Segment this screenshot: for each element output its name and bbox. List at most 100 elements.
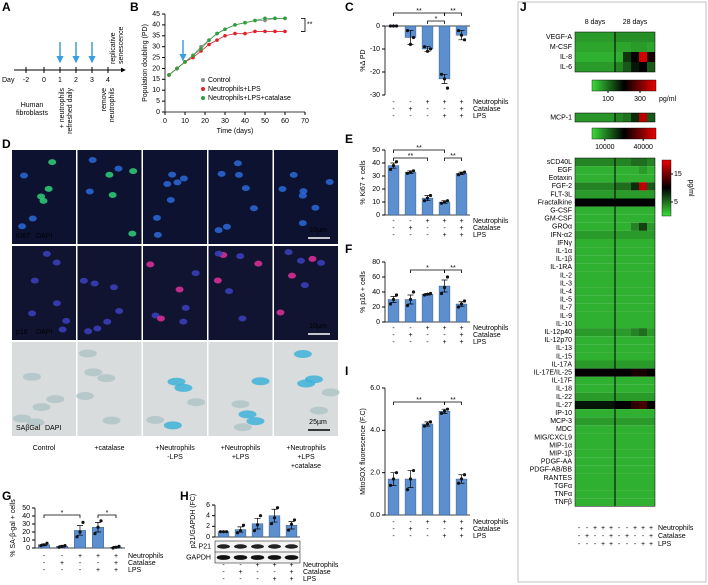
heat-cell [615,214,623,223]
data-point [405,29,410,33]
y-tick-label: 0 [26,545,30,552]
heat-cell [639,417,647,426]
column-group: 8 days [585,19,606,26]
data-point [425,196,430,200]
heat-cell [575,425,583,434]
row-label: sCD40L [547,159,572,166]
heat-cell [599,384,607,393]
heat-cell [639,376,647,385]
heat-cell [647,255,655,264]
y-tick-label: 6 [206,502,210,509]
condition-sign: - [97,560,100,567]
heat-cell [639,247,647,256]
panel-letter: D [2,137,11,151]
condition-sign: + [255,562,259,569]
heat-cell [623,255,631,264]
day-number: 3 [90,77,94,84]
data-point [422,293,427,297]
heat-cell [591,166,599,175]
heat-cell [599,441,607,450]
heat-cell [583,214,591,223]
neutrophils-text: + neutrophils [59,88,66,129]
y-tick-label: 0 [156,109,160,116]
y-axis-label: % Ki67 + cells [360,160,367,205]
heat-cell [623,52,631,62]
heat-cell [591,32,599,42]
heat-cell [607,222,615,231]
heat-cell [575,320,583,329]
cell [238,410,257,419]
heat-cell [615,239,623,248]
data-point [233,23,237,27]
data-point [286,528,291,532]
y-axis-label: p21/GAPDH (FC) [190,494,197,548]
heat-cell [647,457,655,466]
heat-cell [599,174,607,183]
day-label: Day [2,77,15,84]
condition-sign: - [392,113,395,120]
heat-cell [623,287,631,296]
heat-cell [639,344,647,353]
blot-band [250,555,265,560]
heat-cell [647,113,655,122]
condition-sign: - [239,576,242,583]
heat-cell [623,206,631,215]
data-point [93,532,97,536]
data-point [233,31,237,36]
bar [438,411,451,516]
data-point [388,302,393,306]
data-point [439,72,444,76]
heat-cell [615,384,623,393]
cell [44,185,53,192]
heat-cell [599,279,607,288]
cell [217,170,226,177]
heat-cell [615,401,623,410]
heat-cell [647,287,655,296]
data-point [275,506,280,510]
heat-cell [623,498,631,507]
condition-sign: + [625,533,629,540]
data-point [459,33,464,37]
data-point [459,477,464,481]
data-point [442,409,447,413]
condition-name: Catalase [658,533,686,540]
heat-cell [599,376,607,385]
condition-sign: + [96,553,100,560]
heat-cell [647,52,655,62]
condition-sign: - [409,232,412,239]
condition-name: Catalase [303,569,331,576]
y-tick-label: 4 [206,513,210,520]
heat-cell [607,473,615,482]
heat-cell [623,433,631,442]
heat-cell [623,490,631,499]
heat-cell [623,239,631,248]
condition-sign: - [392,339,395,346]
heat-cell [631,392,639,401]
bar [438,25,451,80]
cell [163,181,172,188]
row-label: IL-12p40 [544,329,572,336]
y-tick-label: 6.0 [370,385,380,392]
heat-cell [599,158,607,167]
condition-sign: - [594,533,597,540]
heat-cell [647,166,655,175]
bracket [444,157,462,161]
row-label: IL-15 [556,353,572,360]
row-label: MIG/CXCL9 [534,434,572,441]
heat-cell [639,255,647,264]
condition-sign: + [442,519,446,526]
heat-cell [647,214,655,223]
row-label: DAPI [45,425,61,432]
bracket [393,149,445,153]
panel-letter: B [130,0,139,14]
significance: ** [450,153,456,160]
heat-cell [631,449,639,458]
bar [455,173,468,216]
heat-cell [583,392,591,401]
legend-marker [201,78,205,82]
y-tick-label: 20 [152,65,160,72]
colorbar [661,159,672,217]
heat-cell [623,473,631,482]
data-point [221,530,226,534]
heat-cell [583,344,591,353]
